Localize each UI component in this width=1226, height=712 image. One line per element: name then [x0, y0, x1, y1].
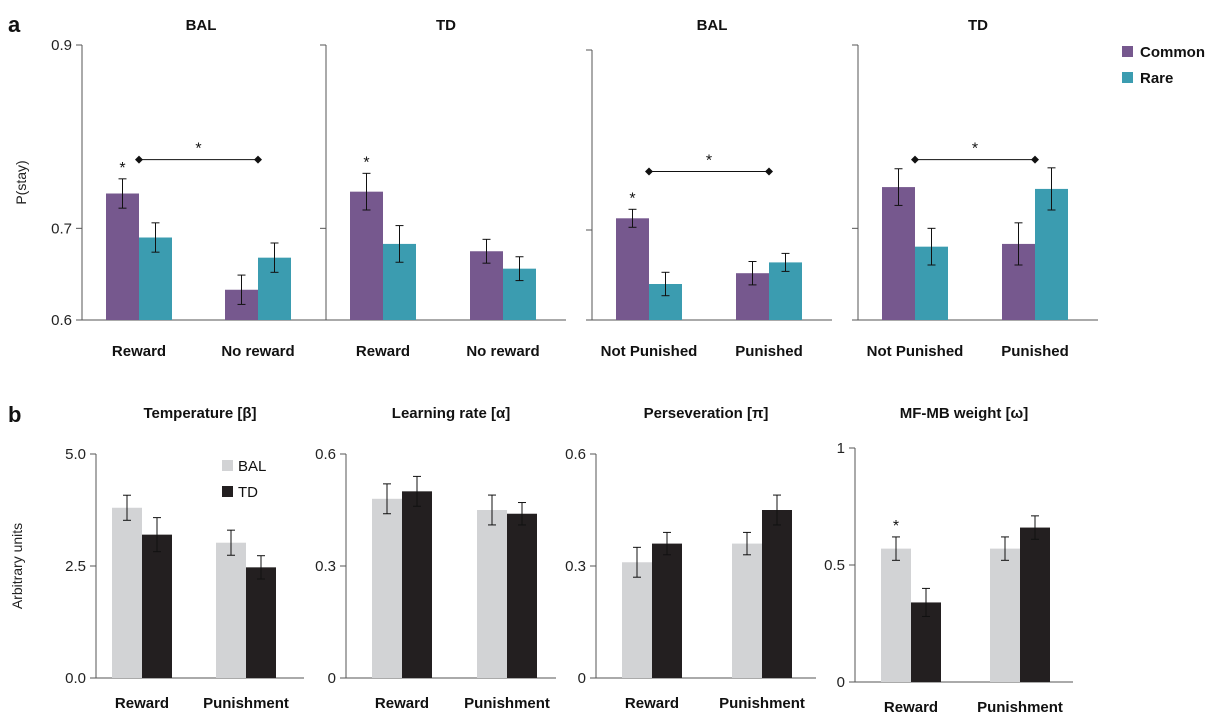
legend-swatch-common — [1122, 46, 1133, 57]
category-label: Reward — [625, 695, 679, 712]
bar-common — [106, 193, 139, 320]
legend-swatch-rare — [1122, 72, 1133, 83]
chart-1: 0.6 0.7 0.9 BAL P(stay) Reward No reward * * — [13, 17, 320, 360]
panel-label-a: a — [8, 12, 21, 37]
chart-title: Temperature [β] — [143, 405, 256, 422]
bar-bal — [732, 543, 762, 678]
y-tick-label: 0.6 — [565, 446, 586, 463]
bar-td — [652, 543, 682, 678]
category-label: No reward — [221, 343, 294, 360]
legend-common-rare: Common Rare — [1122, 44, 1205, 87]
chart-4: TD Not Punished Punished * — [852, 17, 1098, 360]
category-label: Reward — [375, 695, 429, 712]
chart-title: BAL — [697, 17, 728, 34]
y-axis-label: Arbitrary units — [9, 523, 25, 609]
significance-star: * — [363, 154, 369, 171]
bar-td — [507, 513, 537, 678]
bar-bal — [622, 562, 652, 678]
bar-td — [246, 567, 276, 678]
chart-title: BAL — [186, 17, 217, 34]
bar-common — [350, 191, 383, 320]
bar-common — [616, 218, 649, 320]
significance-star: * — [706, 153, 712, 170]
significance-star: * — [893, 518, 899, 535]
category-label: Punishment — [977, 699, 1063, 712]
bracket-end-marker — [765, 167, 773, 176]
chart-title: MF-MB weight [ω] — [900, 405, 1028, 422]
chart-3: BAL Not Punished Punished * * — [586, 17, 832, 360]
bar-td — [142, 534, 172, 678]
y-tick-label: 5.0 — [65, 446, 86, 463]
bar-td — [402, 491, 432, 678]
y-tick-label: 0.7 — [51, 220, 72, 237]
y-tick-label: 0 — [328, 670, 336, 687]
bracket-end-marker — [911, 155, 919, 164]
panel-label-b: b — [8, 402, 21, 427]
chart-title: TD — [968, 17, 988, 34]
chart-8: 0 0.5 1 MF-MB weight [ω] Reward Punishment * — [824, 405, 1073, 712]
significance-star: * — [119, 160, 125, 177]
category-label: Punishment — [464, 695, 550, 712]
legend-swatch-td — [222, 486, 233, 497]
y-tick-label: 0.3 — [565, 558, 586, 575]
category-label: Punished — [1001, 343, 1069, 360]
legend-swatch-bal — [222, 460, 233, 471]
category-label: Punishment — [719, 695, 805, 712]
category-label: Reward — [884, 699, 938, 712]
y-tick-label: 0.6 — [51, 312, 72, 329]
significance-star: * — [972, 141, 978, 158]
bracket-end-marker — [645, 167, 653, 176]
chart-title: Perseveration [π] — [644, 405, 769, 422]
bracket-end-marker — [1031, 155, 1039, 164]
bar-bal — [372, 498, 402, 678]
significance-star: * — [629, 190, 635, 207]
category-label: Reward — [115, 695, 169, 712]
bar-common — [882, 187, 915, 320]
bracket-end-marker — [254, 155, 262, 164]
category-label: No reward — [466, 343, 539, 360]
chart-5: 0.0 2.5 5.0 Temperature [β] Arbitrary units R… — [9, 405, 304, 712]
y-tick-label: 0.9 — [51, 37, 72, 54]
significance-star: * — [195, 141, 201, 158]
legend-label-common: Common — [1140, 44, 1205, 61]
bar-bal — [477, 510, 507, 678]
y-tick-label: 0 — [837, 674, 845, 691]
chart-title: Learning rate [α] — [392, 405, 510, 422]
bar-bal — [990, 548, 1020, 682]
y-tick-label: 1 — [837, 440, 845, 457]
y-tick-label: 0.6 — [315, 446, 336, 463]
y-axis-label: P(stay) — [13, 160, 29, 204]
legend-label-bal: BAL — [238, 458, 266, 475]
chart-7: 0 0.3 0.6 Perseveration [π] Reward Punishment — [565, 405, 816, 712]
y-tick-label: 0.0 — [65, 670, 86, 687]
y-tick-label: 0 — [578, 670, 586, 687]
category-label: Punishment — [203, 695, 289, 712]
category-label: Reward — [356, 343, 410, 360]
chart-2: TD Reward No reward * — [320, 17, 566, 360]
y-tick-label: 0.3 — [315, 558, 336, 575]
bar-rare — [1035, 188, 1068, 320]
legend-bal-td: BAL TD — [222, 458, 266, 501]
category-label: Reward — [112, 343, 166, 360]
bar-rare — [769, 262, 802, 320]
bracket-end-marker — [135, 155, 143, 164]
y-tick-label: 0.5 — [824, 557, 845, 574]
category-label: Not Punished — [601, 343, 698, 360]
category-label: Punished — [735, 343, 803, 360]
category-label: Not Punished — [867, 343, 964, 360]
y-tick-label: 2.5 — [65, 558, 86, 575]
bar-bal — [112, 507, 142, 678]
bar-td — [762, 510, 792, 678]
legend-label-td: TD — [238, 484, 258, 501]
charts: 0.6 0.7 0.9 BAL P(stay) Reward No reward * * TD Re… — [9, 17, 1098, 712]
bar-bal — [216, 542, 246, 678]
legend-label-rare: Rare — [1140, 70, 1173, 87]
chart-title: TD — [436, 17, 456, 34]
bar-bal — [881, 548, 911, 682]
chart-6: 0 0.3 0.6 Learning rate [α] Reward Punishment — [315, 405, 556, 712]
bar-td — [1020, 527, 1050, 682]
